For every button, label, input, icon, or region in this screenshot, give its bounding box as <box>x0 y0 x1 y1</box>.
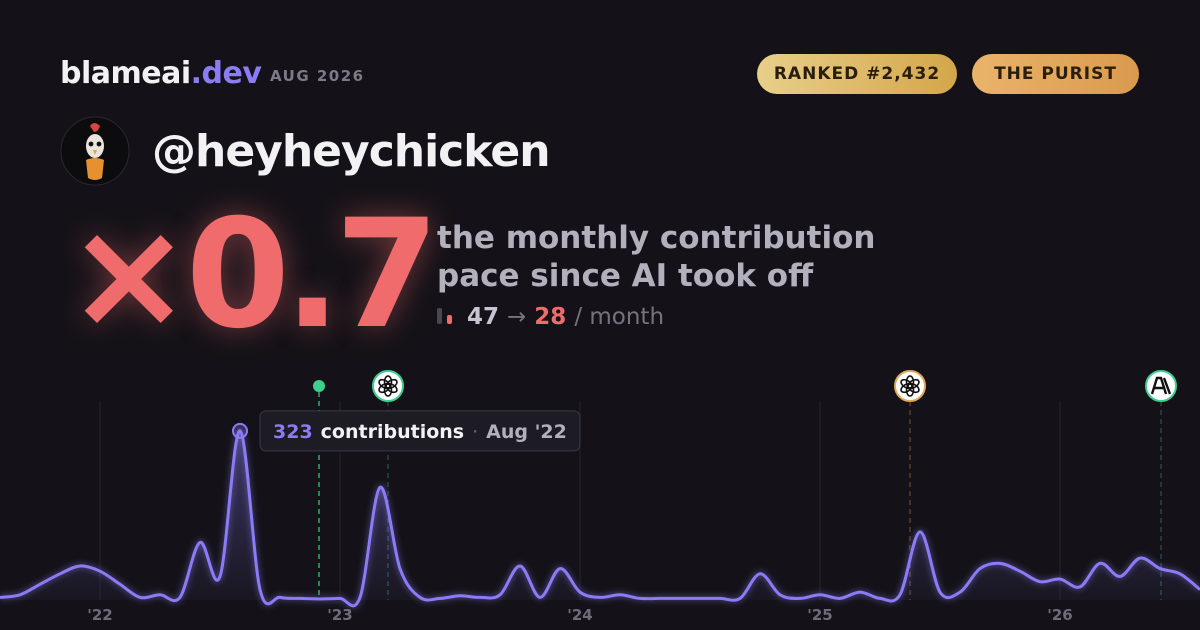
pace-arrow: → <box>507 304 527 330</box>
event-icon <box>372 370 404 402</box>
brand: blameai.dev <box>60 56 262 91</box>
pace-after: 28 <box>534 304 567 330</box>
x-tick-label: '26 <box>1047 606 1072 624</box>
peak-marker <box>232 422 248 439</box>
tooltip-box <box>259 410 581 452</box>
tooltip: 323 contributions · Aug '22 <box>259 410 581 452</box>
rank-badge: RANKED #2,432 <box>757 54 957 94</box>
caption-line: pace since AI took off <box>437 258 814 294</box>
event-glyph <box>1150 376 1172 395</box>
tooltip-part: · <box>472 421 478 443</box>
pace-change: 47 → 28 / month <box>437 304 672 330</box>
event-icon <box>894 370 926 402</box>
x-tick-label: '24 <box>567 606 592 624</box>
area <box>0 430 1200 606</box>
event-glyph <box>378 378 391 390</box>
x-tick-label: '22 <box>87 606 112 624</box>
pace-before: 47 <box>467 304 500 330</box>
tooltip-text: 323 contributions · Aug '22 <box>273 421 567 443</box>
event-icon <box>1145 370 1177 402</box>
pace-multiplier: ×0.7 <box>66 188 439 362</box>
user-handle: @heyheychicken <box>152 126 551 177</box>
avatar <box>60 116 130 186</box>
event-glyph <box>900 378 913 390</box>
pace-icon <box>437 308 452 324</box>
title-badge: THE PURIST <box>972 54 1139 94</box>
tooltip-part: 323 <box>273 421 313 443</box>
caption-line: the monthly contribution <box>437 220 876 256</box>
brand-tld: .dev <box>190 56 262 91</box>
event-dot <box>313 380 325 392</box>
period: AUG 2026 <box>270 67 365 85</box>
x-tick-label: '23 <box>327 606 352 624</box>
brand-name: blameai <box>60 56 191 91</box>
tooltip-part: contributions <box>321 421 464 443</box>
x-tick-label: '25 <box>807 606 832 624</box>
tooltip-part: Aug '22 <box>486 421 567 443</box>
pace-unit: / month <box>574 304 665 330</box>
line <box>0 429 1200 608</box>
